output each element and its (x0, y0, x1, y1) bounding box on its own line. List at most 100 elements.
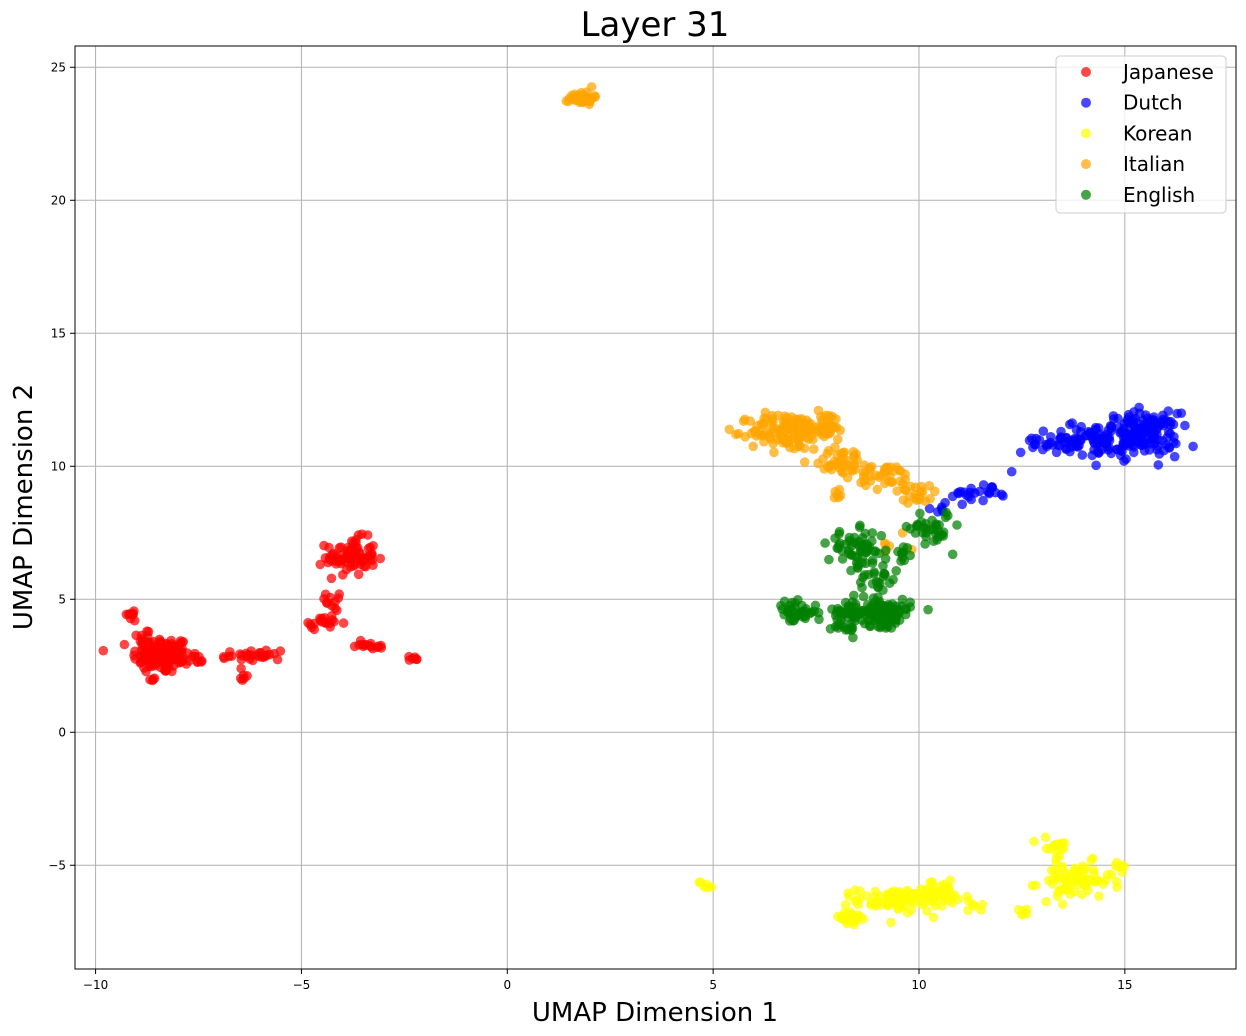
data-point (920, 496, 930, 507)
data-point (911, 495, 922, 505)
data-point (561, 96, 572, 106)
data-point (357, 639, 368, 650)
x-tick-label: 10 (911, 978, 926, 992)
data-point (928, 912, 939, 923)
data-point (254, 648, 265, 658)
data-point (1040, 832, 1051, 842)
data-point (353, 569, 364, 580)
data-point (694, 877, 705, 888)
data-point (738, 416, 749, 427)
data-point (957, 499, 967, 510)
legend-marker-english (1081, 189, 1091, 200)
data-point (787, 597, 797, 608)
data-point (756, 419, 767, 429)
data-point (1153, 460, 1164, 470)
legend-label-english: English (1123, 183, 1195, 207)
data-point (1115, 445, 1126, 455)
data-point (879, 464, 890, 475)
data-point (1117, 867, 1128, 877)
data-point (1169, 432, 1179, 442)
data-point (1089, 430, 1099, 441)
data-point (1110, 860, 1121, 871)
data-point (886, 623, 897, 633)
data-point (1134, 408, 1145, 419)
data-point (875, 578, 885, 589)
data-point (930, 486, 940, 497)
data-point (767, 419, 777, 430)
data-point (822, 448, 833, 459)
data-point (174, 653, 184, 663)
y-tick-label: 15 (51, 326, 66, 340)
data-point (819, 431, 830, 442)
data-point (867, 579, 878, 589)
data-point (1024, 435, 1035, 446)
data-point (937, 881, 947, 891)
x-tick-label: 0 (503, 978, 511, 992)
data-point (845, 609, 856, 619)
data-point (1106, 426, 1116, 436)
data-point (814, 614, 824, 625)
y-tick-label: 25 (51, 60, 66, 74)
data-point (952, 520, 962, 530)
data-point (857, 582, 867, 593)
data-point (833, 620, 843, 630)
data-point (740, 432, 750, 442)
data-point (824, 554, 834, 565)
data-point (897, 594, 908, 605)
data-point (846, 550, 856, 560)
data-point (1102, 870, 1113, 880)
data-point (922, 906, 932, 916)
data-point (901, 604, 912, 615)
data-point (356, 553, 366, 564)
data-point (148, 674, 159, 685)
data-point (841, 916, 852, 926)
data-point (164, 640, 174, 650)
data-point (319, 540, 329, 551)
data-point (125, 609, 136, 619)
data-point (325, 592, 336, 603)
data-point (855, 520, 865, 531)
data-point (836, 448, 847, 459)
data-point (858, 591, 869, 602)
data-point (194, 651, 204, 662)
data-point (867, 558, 878, 568)
data-point (1089, 877, 1100, 887)
legend-marker-japanese (1081, 67, 1091, 77)
data-point (902, 543, 913, 553)
data-point (320, 553, 331, 563)
data-point (833, 434, 843, 445)
data-point (238, 670, 249, 681)
data-point (838, 460, 848, 470)
data-point (887, 477, 897, 488)
data-point (1074, 440, 1084, 451)
data-point (1119, 456, 1129, 466)
data-point (963, 905, 973, 916)
legend-label-dutch: Dutch (1123, 91, 1183, 115)
data-point (892, 486, 902, 496)
legend-marker-dutch (1081, 97, 1091, 108)
data-point (376, 640, 386, 651)
data-point (843, 888, 853, 898)
data-point (933, 525, 943, 536)
data-point (745, 416, 755, 427)
data-point (924, 503, 935, 514)
data-point (1048, 840, 1059, 851)
data-point (925, 877, 935, 888)
data-point (1168, 419, 1179, 430)
data-point (855, 886, 865, 896)
data-point (917, 487, 928, 498)
data-point (833, 492, 844, 503)
data-point (1083, 885, 1093, 896)
data-point (1065, 419, 1075, 430)
data-point (886, 917, 896, 928)
data-point (1118, 433, 1129, 443)
data-point (1053, 870, 1063, 881)
data-point (820, 538, 830, 548)
data-point (846, 619, 856, 629)
data-point (947, 491, 958, 502)
data-point (1018, 909, 1028, 919)
data-point (1180, 420, 1190, 431)
data-point (334, 589, 345, 599)
data-point (880, 554, 891, 564)
data-point (329, 616, 339, 627)
